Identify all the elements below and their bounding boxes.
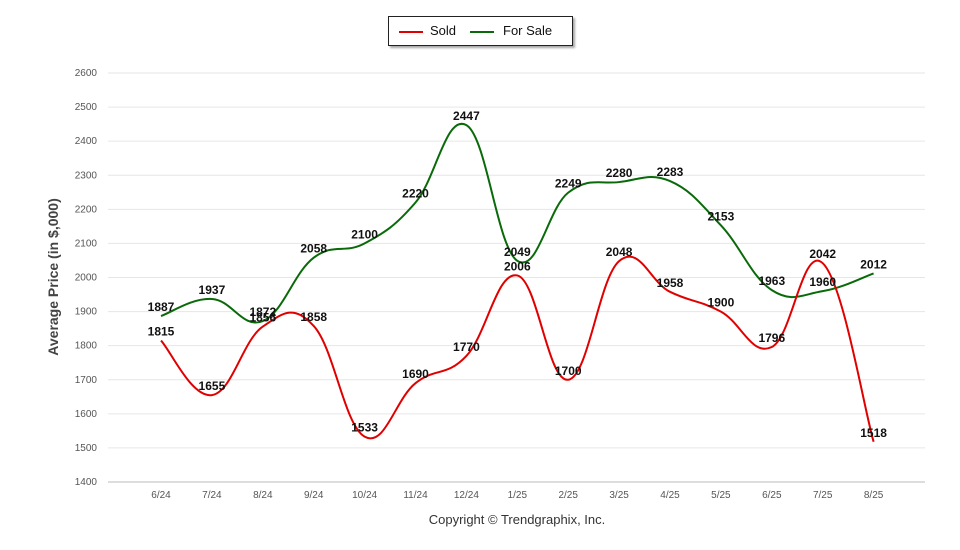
x-tick-label: 1/25 (508, 490, 528, 501)
y-tick-label: 2500 (75, 102, 98, 113)
y-tick-label: 1600 (75, 409, 98, 420)
x-tick-label: 6/25 (762, 490, 782, 501)
x-tick-label: 11/24 (403, 490, 428, 501)
x-tick-label: 9/24 (304, 490, 324, 501)
y-tick-label: 1700 (75, 375, 98, 386)
data-label-sold: 1958 (657, 276, 684, 290)
data-label-sold: 1518 (860, 426, 887, 440)
x-tick-label: 6/24 (151, 490, 171, 501)
series-line-sold (160, 255, 875, 443)
data-label-sold: 1700 (555, 364, 582, 378)
y-tick-label: 2400 (75, 136, 98, 147)
x-tick-label: 8/25 (864, 490, 884, 501)
data-label-for-sale: 2249 (555, 177, 582, 191)
series-line-for-sale (160, 122, 874, 324)
data-label-for-sale: 1960 (809, 275, 836, 289)
data-label-sold: 2006 (504, 259, 531, 273)
data-label-sold: 2042 (809, 247, 836, 261)
legend-swatch-sold (399, 31, 423, 33)
x-tick-label: 5/25 (711, 490, 731, 501)
data-label-sold: 1815 (148, 325, 175, 339)
grid-lines (108, 72, 925, 483)
data-labels: 1815 1655 1856 1858 1533 1690 1770 2006 1700 2048… (148, 109, 888, 440)
x-axis-ticks: 6/24 7/24 8/24 9/24 10/24 11/24 12/24 1/25 2/25 3… (151, 490, 884, 501)
data-label-for-sale: 2012 (860, 257, 887, 271)
data-label-for-sale: 2049 (504, 245, 531, 259)
x-tick-label: 10/24 (352, 490, 377, 501)
x-tick-label: 7/25 (813, 490, 833, 501)
x-tick-label: 8/24 (253, 490, 273, 501)
y-tick-label: 2100 (75, 238, 98, 249)
data-label-for-sale: 2283 (657, 165, 684, 179)
y-tick-label: 1900 (75, 307, 98, 318)
legend-swatch-for-sale (470, 31, 494, 33)
legend-label-sold: Sold (430, 23, 457, 38)
x-tick-label: 3/25 (609, 490, 629, 501)
data-label-sold: 1856 (249, 311, 276, 325)
y-tick-label: 1500 (75, 443, 98, 454)
legend-label-for-sale: For Sale (503, 23, 553, 38)
data-label-for-sale: 2058 (300, 242, 327, 256)
y-tick-label: 2300 (75, 170, 98, 181)
data-label-sold: 2048 (606, 245, 633, 259)
data-label-sold: 1533 (351, 421, 378, 435)
x-tick-label: 12/24 (454, 490, 479, 501)
data-label-for-sale: 2280 (606, 166, 633, 180)
data-label-sold: 1900 (708, 296, 735, 310)
x-tick-label: 4/25 (660, 490, 680, 501)
data-label-sold: 1655 (199, 379, 226, 393)
data-label-for-sale: 1872 (249, 305, 276, 319)
data-label-sold: 1770 (453, 340, 480, 354)
y-axis-label: Average Price (in $,000) (45, 198, 61, 355)
data-label-sold: 1690 (402, 367, 429, 381)
data-label-for-sale: 2153 (708, 209, 735, 223)
data-label-for-sale: 1963 (758, 274, 785, 288)
data-label-for-sale: 2447 (453, 109, 480, 123)
data-label-for-sale: 2100 (351, 227, 378, 241)
data-label-sold: 1858 (300, 310, 327, 324)
copyright-footer: Copyright © Trendgraphix, Inc. (429, 512, 606, 527)
data-label-for-sale: 1887 (148, 300, 175, 314)
y-tick-label: 1800 (75, 341, 98, 352)
data-label-for-sale: 2220 (402, 187, 429, 201)
series-lines (160, 122, 875, 443)
y-tick-label: 2000 (75, 273, 98, 284)
data-label-sold: 1796 (758, 331, 785, 345)
y-tick-label: 2200 (75, 204, 98, 215)
y-axis-ticks: 1400 1500 1600 1700 1800 1900 2000 2100 2200 2300… (75, 68, 98, 488)
y-tick-label: 1400 (75, 477, 98, 488)
x-tick-label: 2/25 (558, 490, 578, 501)
x-tick-label: 7/24 (202, 490, 222, 501)
data-label-for-sale: 1937 (199, 283, 226, 297)
legend: Sold For Sale (388, 16, 573, 46)
y-tick-label: 2600 (75, 68, 98, 79)
